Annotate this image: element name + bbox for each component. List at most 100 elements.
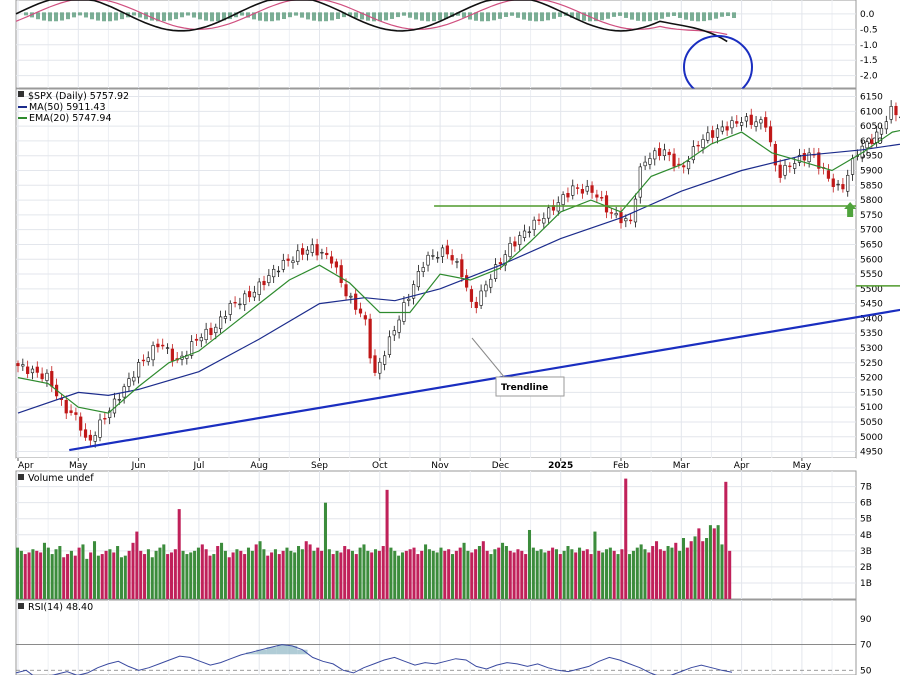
macd-histogram-bar xyxy=(402,12,406,16)
price-candle-body xyxy=(190,341,194,356)
volume-bar xyxy=(31,549,35,599)
trendline xyxy=(69,308,900,452)
volume-bar xyxy=(655,541,659,599)
volume-bar xyxy=(331,554,335,599)
x-axis-month-label: Apr xyxy=(734,461,750,471)
trendline-label: Trendline xyxy=(501,383,548,393)
price-candle-body xyxy=(161,344,165,347)
macd-histogram-bar xyxy=(48,12,52,22)
price-candle-body xyxy=(609,212,613,214)
price-candle-body xyxy=(600,197,604,199)
price-candle-body xyxy=(407,298,411,301)
price-candle-body xyxy=(151,345,155,361)
macd-histogram-bar xyxy=(444,12,448,19)
volume-bar xyxy=(624,478,628,599)
price-candle-body xyxy=(672,153,676,167)
macd-histogram-bar xyxy=(144,12,148,20)
price-candle-body xyxy=(373,355,377,373)
price-candle-body xyxy=(604,195,609,213)
macd-histogram-bar xyxy=(24,12,28,16)
price-candle-body xyxy=(156,343,160,348)
macd-histogram-bar xyxy=(246,12,250,18)
volume-bar xyxy=(439,547,443,599)
volume-bar xyxy=(570,549,574,599)
macd-histogram-bar xyxy=(36,12,40,20)
price-candle-body xyxy=(421,267,425,272)
price-candle-body xyxy=(759,119,763,124)
volume-bar xyxy=(262,549,266,599)
macd-histogram-bar xyxy=(696,12,700,22)
price-candle-body xyxy=(334,261,338,268)
price-candle-body xyxy=(503,254,507,266)
price-candle-body xyxy=(329,256,334,264)
macd-histogram-bar xyxy=(618,12,622,16)
volume-bar xyxy=(485,550,489,599)
price-candle-body xyxy=(137,362,141,378)
price-candle-body xyxy=(657,148,662,156)
price-candle-body xyxy=(368,318,372,359)
volume-bar xyxy=(327,549,331,599)
macd-histogram-bar xyxy=(96,12,100,21)
rsi-overbought-fill xyxy=(297,649,308,655)
volume-bar xyxy=(612,550,616,599)
volume-bar xyxy=(196,547,200,599)
volume-bar xyxy=(535,550,539,599)
volume-bar xyxy=(639,544,643,599)
price-tick-label: 5000 xyxy=(860,433,883,443)
volume-bar xyxy=(239,550,243,599)
price-candle-body xyxy=(35,366,39,373)
price-candle-body xyxy=(383,355,387,365)
macd-histogram-bar xyxy=(570,12,574,18)
macd-histogram-bar xyxy=(636,12,640,21)
x-axis-month-label: May xyxy=(69,461,88,471)
price-tick-label: 6050 xyxy=(860,122,883,132)
volume-bar xyxy=(358,547,362,599)
price-candle-body xyxy=(739,122,744,126)
price-candle-body xyxy=(667,151,671,155)
macd-histogram-bar xyxy=(198,12,202,20)
price-candle-body xyxy=(194,338,199,341)
volume-tick-label: 7B xyxy=(860,483,872,493)
volume-bar xyxy=(316,547,320,599)
macd-histogram-bar xyxy=(228,12,232,20)
macd-histogram-bar xyxy=(630,12,634,20)
price-legend-title: $SPX (Daily) 5757.92 xyxy=(28,91,129,102)
macd-histogram-bar xyxy=(582,12,586,21)
green-up-arrow xyxy=(844,202,857,217)
macd-histogram-bar xyxy=(240,12,244,16)
volume-bar xyxy=(385,489,389,599)
volume-bar xyxy=(474,549,478,599)
volume-bar xyxy=(166,554,170,599)
volume-bar xyxy=(593,531,597,599)
price-candle-body xyxy=(879,127,884,135)
macd-histogram-bar xyxy=(78,12,82,16)
macd-histogram-bar xyxy=(204,12,208,21)
volume-bar xyxy=(204,549,208,599)
price-candle-body xyxy=(489,278,493,288)
volume-bar xyxy=(131,542,135,599)
macd-histogram-bar xyxy=(90,12,94,20)
price-candle-body xyxy=(354,293,358,310)
macd-histogram-bar xyxy=(396,12,400,18)
volume-bar xyxy=(81,544,85,599)
macd-histogram-bar xyxy=(300,12,304,18)
volume-bar xyxy=(281,550,285,599)
price-candle-body xyxy=(315,244,319,256)
volume-bar xyxy=(27,552,31,599)
price-candle-body xyxy=(460,259,464,278)
price-candle-body xyxy=(797,154,802,163)
macd-histogram-bar xyxy=(480,12,484,22)
price-candle-body xyxy=(706,132,710,141)
volume-bar xyxy=(354,554,358,599)
macd-histogram-bar xyxy=(282,12,286,20)
volume-bar xyxy=(685,547,689,599)
volume-bar xyxy=(400,552,404,599)
volume-bar xyxy=(46,547,50,599)
volume-bar xyxy=(227,557,231,599)
price-candle-body xyxy=(474,301,478,309)
price-candle-body xyxy=(127,378,131,387)
price-candle-body xyxy=(566,192,570,198)
price-candle-body xyxy=(768,126,773,143)
volume-bar xyxy=(670,547,674,599)
macd-histogram-bar xyxy=(450,12,454,18)
